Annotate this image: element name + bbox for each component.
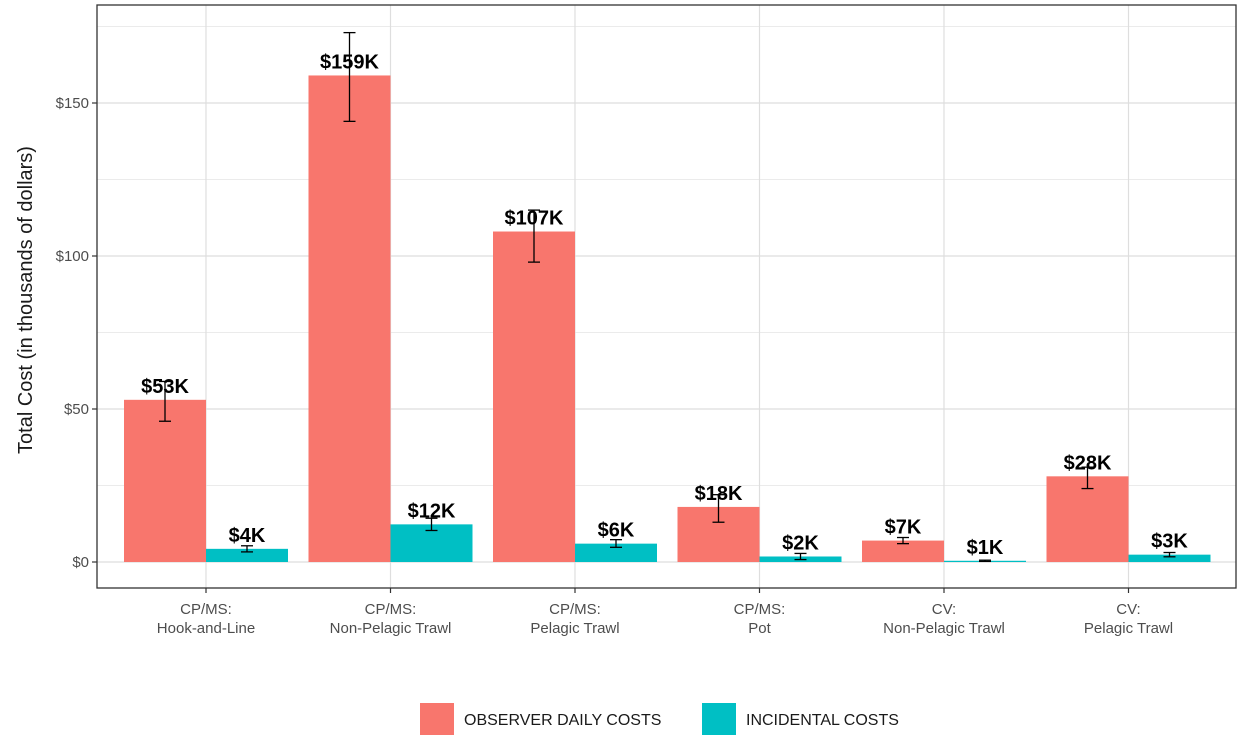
bar: [1128, 554, 1211, 562]
bar: [862, 540, 944, 562]
x-tick-label: CV: Pelagic Trawl: [1084, 601, 1173, 637]
bar-value-label: $2K: [782, 532, 819, 554]
legend-label: OBSERVER DAILY COSTS: [464, 712, 661, 729]
y-tick-label: $100: [56, 248, 89, 265]
y-axis-label: Total Cost (in thousands of dollars): [15, 146, 37, 454]
x-tick-label: CP/MS: Hook-and-Line: [157, 601, 255, 637]
bar: [493, 231, 575, 562]
bar-value-label: $159K: [320, 51, 379, 73]
y-axis-ticks: $0 $50 $100 $150: [56, 95, 97, 571]
y-tick-label: $0: [72, 554, 89, 571]
bar-value-label: $107K: [505, 208, 564, 230]
plot-panel-border: [96, 4, 1237, 589]
bar: [1046, 476, 1129, 562]
y-tick-label: $150: [56, 95, 89, 112]
plot-panel: [97, 5, 1236, 588]
bar-value-label: $6K: [598, 520, 635, 542]
bar: [575, 543, 657, 562]
x-tick-label: CP/MS: Pelagic Trawl: [530, 601, 619, 637]
x-tick-label: CP/MS: Non-Pelagic Trawl: [330, 601, 452, 637]
bar-value-label: $4K: [229, 525, 266, 547]
bar: [308, 75, 391, 563]
bar: [206, 548, 288, 562]
bar-value-label: $1K: [967, 537, 1004, 559]
x-axis-ticks: CP/MS: Hook-and-Line CP/MS: Non-Pelagic Tra…: [157, 588, 1173, 637]
y-tick-label: $50: [64, 401, 89, 418]
bar-value-label: $18K: [695, 483, 743, 505]
legend-label: INCIDENTAL COSTS: [746, 712, 899, 729]
error-bars: [159, 31, 1176, 563]
bar-value-labels: $53K $159K $107K $18K $7K $28K $4K $12K $6K $2K $1…: [141, 51, 1188, 558]
bar-value-label: $7K: [885, 517, 922, 539]
legend-key: [702, 703, 736, 735]
x-tick-label: CP/MS: Pot: [734, 601, 786, 637]
bar-value-label: $28K: [1064, 452, 1112, 474]
x-tick-label: CV: Non-Pelagic Trawl: [883, 601, 1005, 637]
bar-value-label: $12K: [408, 500, 456, 522]
legend: OBSERVER DAILY COSTS INCIDENTAL COSTS: [420, 703, 899, 735]
legend-key: [420, 703, 454, 735]
bar-value-label: $53K: [141, 376, 189, 398]
bar: [124, 399, 206, 562]
bars: [124, 75, 1211, 563]
bar-value-label: $3K: [1151, 531, 1188, 553]
